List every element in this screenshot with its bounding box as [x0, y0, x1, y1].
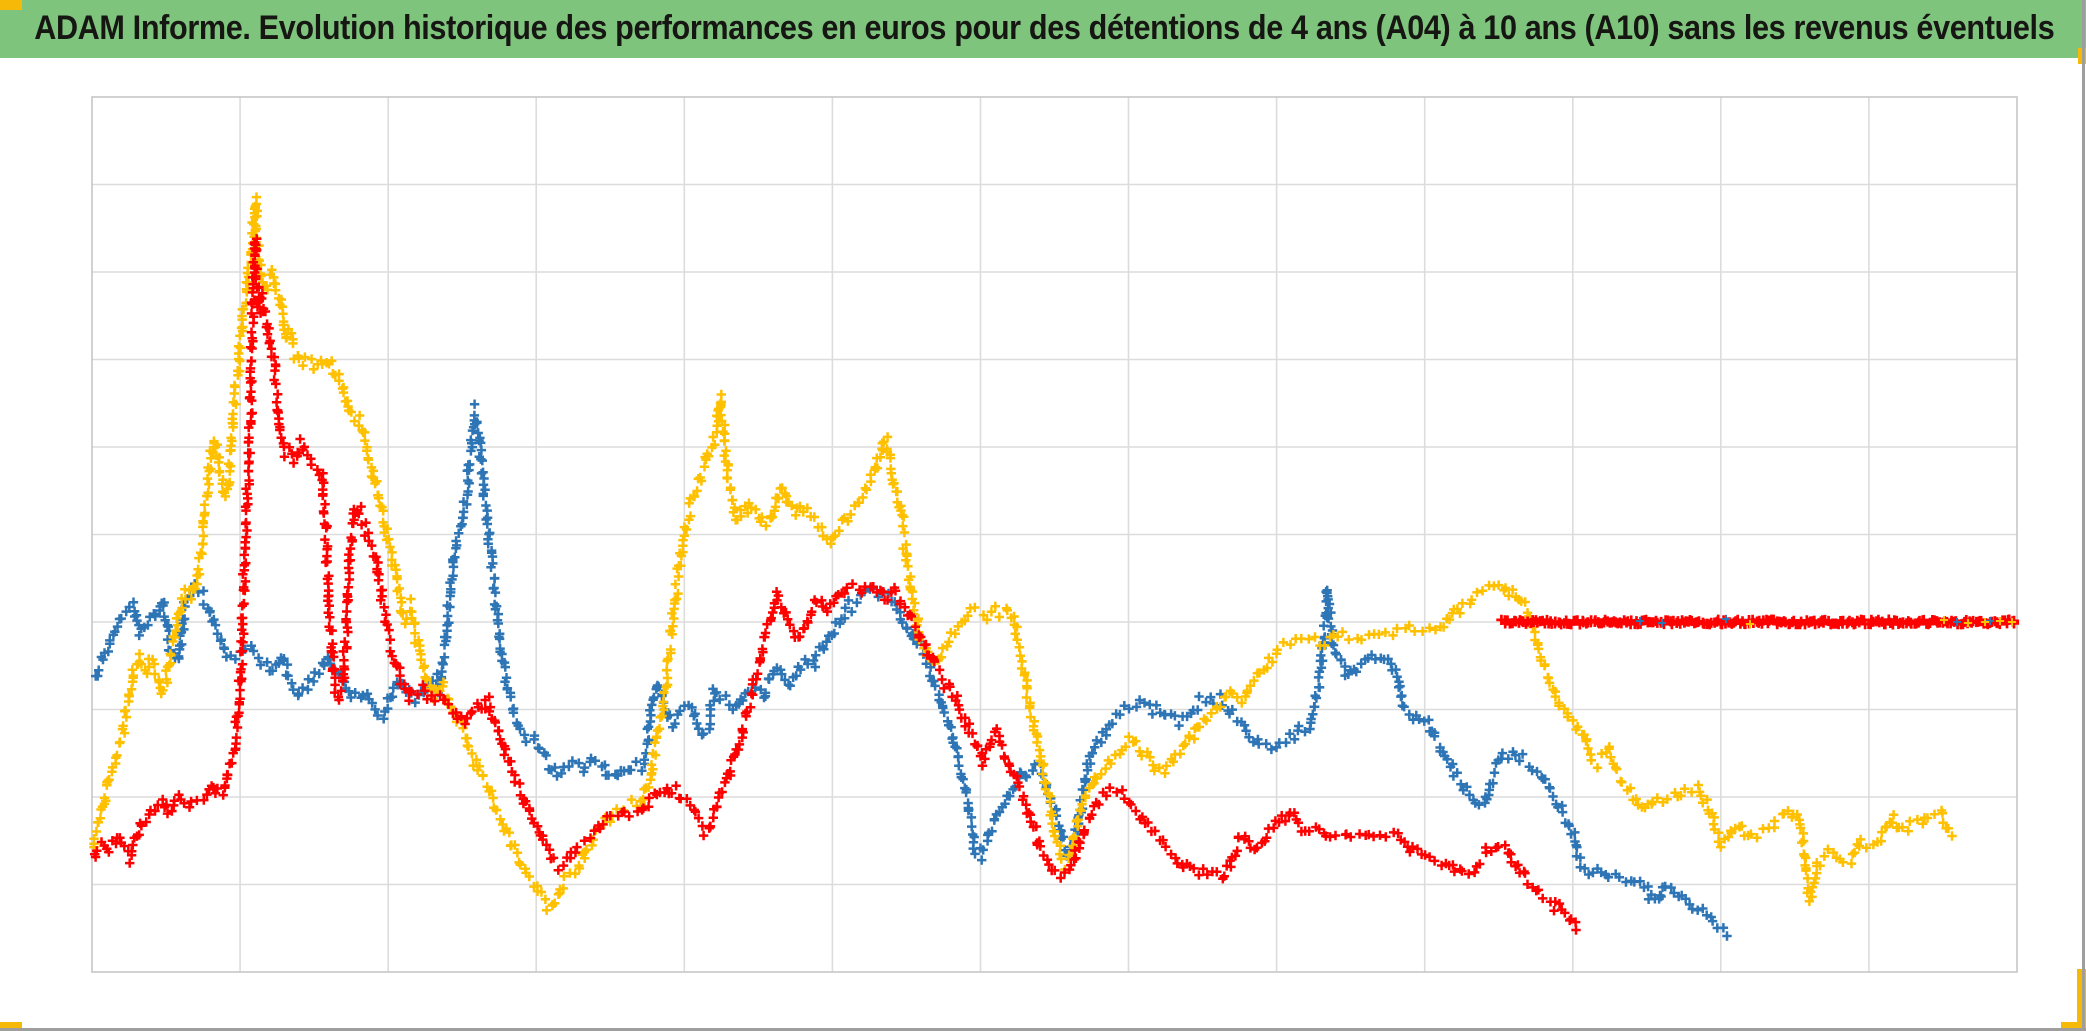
title-banner: ADAM Informe. Evolution historique des p…: [0, 0, 2086, 58]
chart-title: ADAM Informe. Evolution historique des p…: [34, 9, 2055, 47]
selection-handle-top-left[interactable]: [0, 0, 22, 10]
widget-border-right: [2082, 0, 2085, 1031]
selection-handle-bottom-left[interactable]: [0, 1022, 22, 1031]
widget-border-bottom: [0, 1028, 2086, 1031]
selection-handle-bottom-right-horizontal[interactable]: [2061, 1022, 2086, 1031]
selection-handle-bottom-right[interactable]: [2077, 969, 2086, 1031]
